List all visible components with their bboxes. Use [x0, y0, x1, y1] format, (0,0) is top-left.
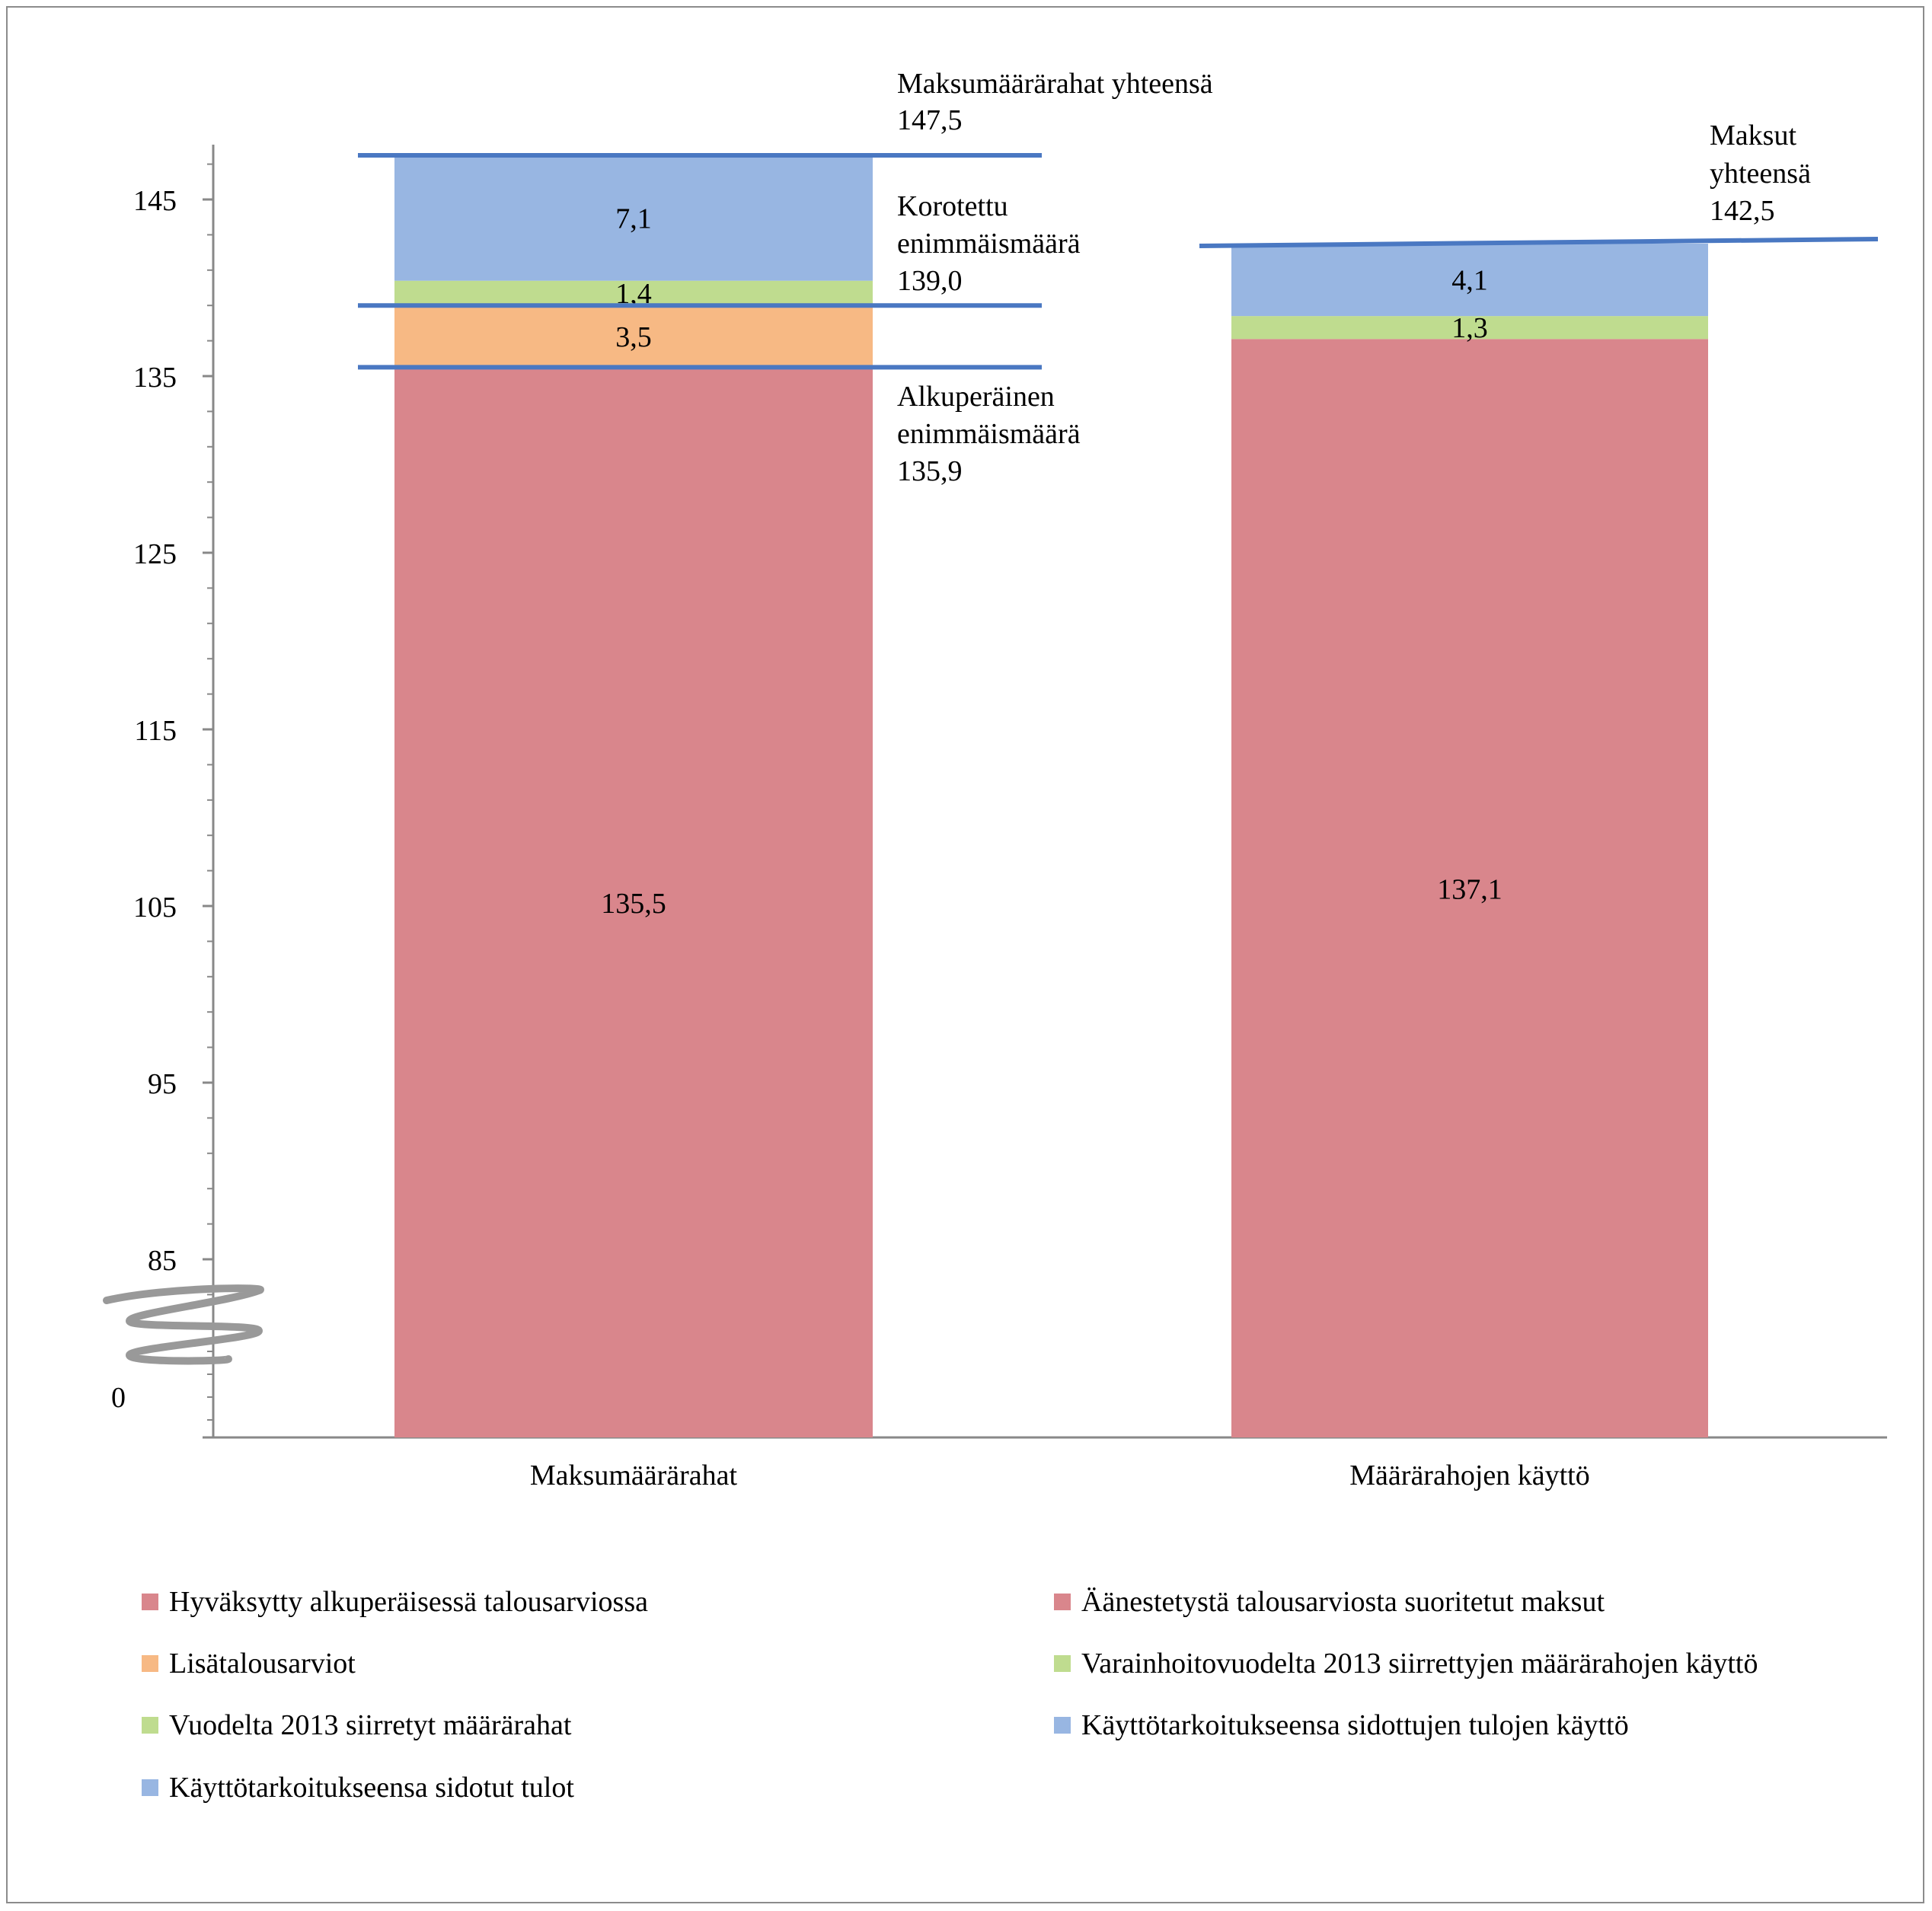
data-label: 137,1	[1437, 874, 1502, 906]
bar-segment	[1231, 339, 1708, 1437]
data-label: 1,3	[1451, 312, 1488, 344]
bar-segment	[1231, 316, 1708, 340]
bar-segment	[394, 155, 873, 281]
annotation-text: Alkuperäinen	[897, 381, 1055, 413]
annotation-text: yhteensä	[1710, 158, 1811, 190]
annotation-text: 142,5	[1710, 195, 1775, 227]
y-tick-label: 0	[111, 1382, 126, 1414]
annotation-text: 135,9	[897, 455, 963, 487]
annotation-text: Korotettu	[897, 190, 1008, 222]
bar-segment	[394, 280, 873, 306]
y-tick-label: 115	[134, 715, 177, 747]
annotation-text: 139,0	[897, 265, 963, 297]
annotation-text: enimmäismäärä	[897, 228, 1081, 260]
y-tick-label: 125	[133, 538, 177, 570]
plot-area: 14513512511510595850135,53,51,47,1Maksum…	[103, 68, 1887, 1491]
x-tick-label: Maksumäärärahat	[530, 1460, 738, 1491]
data-label: 3,5	[615, 321, 652, 353]
annotation-text: Maksut	[1710, 120, 1796, 152]
chart-frame	[6, 6, 1924, 1903]
reference-line	[1199, 237, 1879, 248]
x-tick-label: Määrärahojen käyttö	[1349, 1460, 1589, 1491]
bar-segment	[1231, 244, 1708, 317]
data-label: 7,1	[615, 203, 652, 234]
annotation-text: 147,5	[897, 104, 963, 136]
y-tick-label: 135	[133, 362, 177, 394]
axis-break-squiggle	[103, 1284, 264, 1365]
data-label: 135,5	[601, 888, 666, 920]
y-tick-label: 145	[133, 185, 177, 217]
annotation-text: enimmäismäärä	[897, 418, 1081, 450]
bar-segment	[394, 367, 873, 1437]
y-tick-label: 105	[133, 892, 177, 924]
y-tick-label: 95	[148, 1068, 177, 1100]
bar-segment	[394, 305, 873, 368]
annotation-text: Maksumäärärahat yhteensä	[897, 68, 1213, 100]
data-label: 4,1	[1451, 265, 1488, 297]
y-tick-label: 85	[148, 1245, 177, 1277]
